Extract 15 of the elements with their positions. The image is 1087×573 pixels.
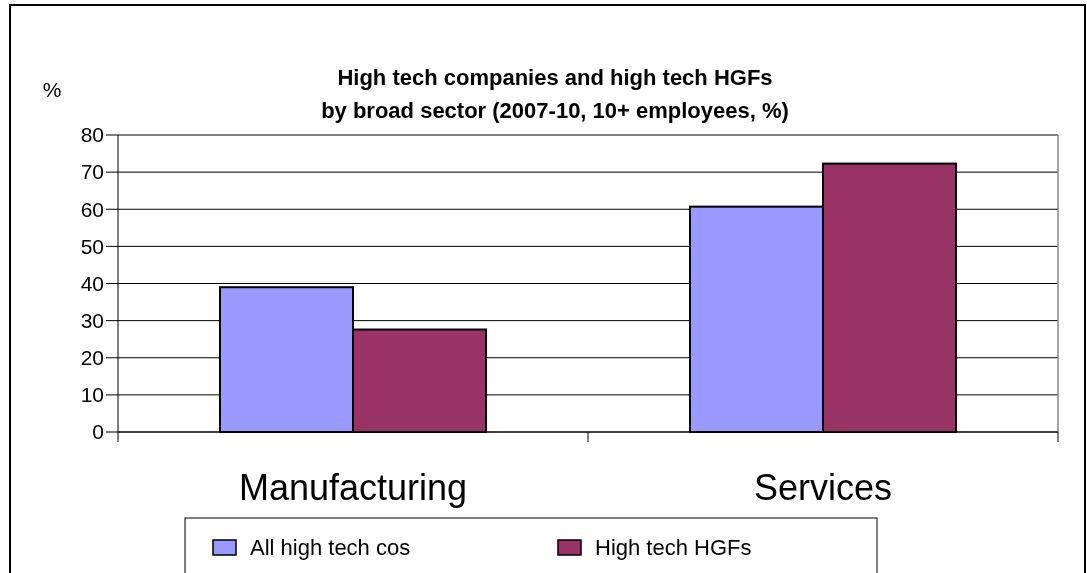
y-tick-label: 60	[80, 197, 104, 221]
y-tick-label: 20	[80, 346, 104, 370]
x-tick-label: Services	[753, 467, 893, 508]
x-tick-label: Manufacturing	[238, 467, 468, 508]
y-tick-label: 30	[80, 308, 104, 332]
y-tick-label: 40	[80, 271, 104, 295]
y-tick-label: 80	[80, 123, 104, 147]
legend-label: High tech HGFs	[595, 535, 752, 560]
y-tick-label: 0	[92, 420, 104, 444]
legend-label: All high tech cos	[250, 535, 411, 560]
chart-title: High tech companies and high tech HGFs by broad sector (2007-10, 10+ employees, %)	[321, 65, 789, 123]
y-tick-label: 70	[80, 160, 104, 184]
y-tick-label: 50	[80, 234, 104, 258]
y-tick-label: 10	[80, 383, 104, 407]
y-axis-title: %	[42, 78, 62, 101]
